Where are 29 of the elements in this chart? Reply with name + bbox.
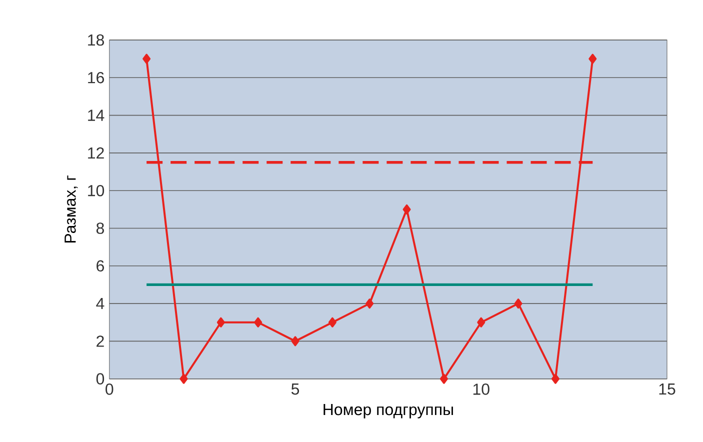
y-tick-label: 16 bbox=[88, 72, 104, 84]
point bbox=[254, 318, 262, 328]
point bbox=[588, 54, 597, 64]
y-tick-label: 6 bbox=[96, 260, 104, 272]
point bbox=[366, 298, 374, 309]
point bbox=[328, 318, 336, 328]
x-tick-label: 5 bbox=[291, 384, 300, 395]
x-tick-label: 10 bbox=[473, 384, 490, 396]
point bbox=[440, 374, 448, 384]
y-tick-label: 10 bbox=[88, 185, 104, 196]
y-tick-label: 0 bbox=[96, 373, 104, 385]
point bbox=[551, 374, 560, 384]
point bbox=[477, 318, 486, 328]
point bbox=[402, 204, 411, 215]
y-tick-label: 12 bbox=[88, 148, 104, 159]
point bbox=[514, 298, 522, 309]
x-axis-title: Номер подгруппы bbox=[324, 404, 453, 419]
y-tick-label: 14 bbox=[88, 110, 104, 122]
y-tick-label: 4 bbox=[96, 298, 104, 310]
y-tick-label: 2 bbox=[96, 336, 104, 348]
point bbox=[180, 374, 188, 384]
y-axis-title: Размах, г bbox=[64, 176, 78, 243]
point bbox=[216, 318, 225, 328]
point bbox=[142, 54, 151, 64]
x-tick-label: 15 bbox=[659, 384, 676, 395]
point bbox=[291, 336, 300, 346]
y-tick-label: 18 bbox=[88, 34, 104, 46]
y-tick-label: 8 bbox=[96, 222, 104, 234]
x-tick-label: 0 bbox=[106, 384, 114, 396]
